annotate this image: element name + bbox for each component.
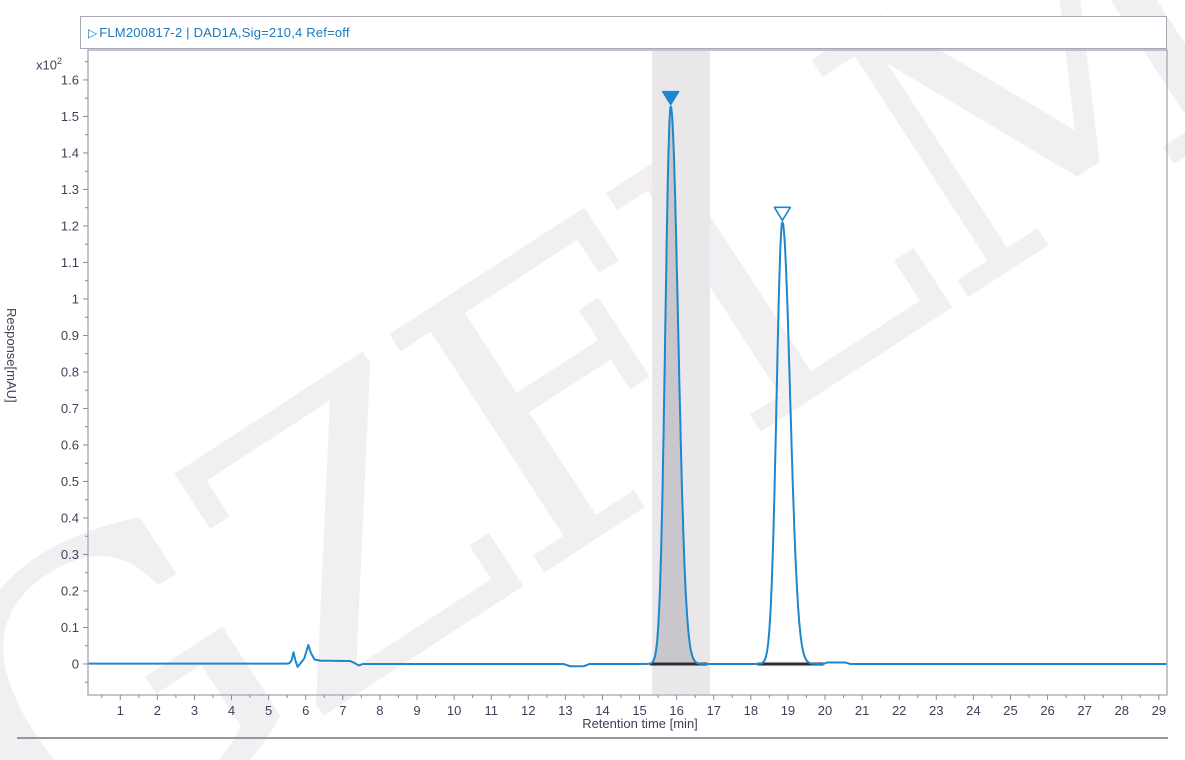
- x-tick-label: 29: [1152, 703, 1166, 718]
- x-tick-label: 24: [966, 703, 980, 718]
- signal-expand-icon[interactable]: ▷: [88, 25, 98, 40]
- y-tick-label: 0.1: [61, 620, 79, 635]
- x-tick-label: 7: [339, 703, 346, 718]
- x-tick-label: 26: [1040, 703, 1054, 718]
- x-tick-label: 16: [669, 703, 683, 718]
- x-tick-label: 28: [1115, 703, 1129, 718]
- x-tick-label: 19: [781, 703, 795, 718]
- x-tick-label: 23: [929, 703, 943, 718]
- y-tick-label: 0.9: [61, 328, 79, 343]
- y-tick-label: 0: [72, 656, 79, 671]
- y-tick-label: 1.3: [61, 182, 79, 197]
- signal-label: FLM200817-2 | DAD1A,Sig=210,4 Ref=off: [99, 25, 350, 40]
- y-tick-label: 0.6: [61, 437, 79, 452]
- pane-separator[interactable]: [17, 737, 1168, 739]
- y-axis-scale-label: x102: [36, 56, 62, 72]
- y-tick-label: 0.4: [61, 510, 79, 525]
- x-tick-label: 9: [413, 703, 420, 718]
- x-tick-label: 20: [818, 703, 832, 718]
- x-tick-label: 17: [707, 703, 721, 718]
- y-tick-label: 0.7: [61, 401, 79, 416]
- y-scale-exponent: 2: [56, 56, 62, 66]
- plot-border: [87, 49, 1168, 696]
- x-tick-label: 14: [595, 703, 609, 718]
- x-tick-label: 13: [558, 703, 572, 718]
- y-axis-title: Response[mAU]: [4, 308, 19, 403]
- x-tick-label: 18: [744, 703, 758, 718]
- x-tick-label: 11: [484, 703, 498, 718]
- x-tick-label: 12: [521, 703, 535, 718]
- x-tick-label: 4: [228, 703, 235, 718]
- x-tick-label: 5: [265, 703, 272, 718]
- y-tick-label: 0.5: [61, 474, 79, 489]
- y-tick-label: 1.2: [61, 218, 79, 233]
- x-tick-label: 22: [892, 703, 906, 718]
- peak-marker-filled-triangle[interactable]: [661, 90, 680, 106]
- x-tick-label: 6: [302, 703, 309, 718]
- y-tick-label: 0.8: [61, 364, 79, 379]
- y-tick-label: 1.4: [61, 145, 79, 160]
- x-axis-title: Retention time [min]: [582, 716, 698, 731]
- signal-header[interactable]: ▷ FLM200817-2 | DAD1A,Sig=210,4 Ref=off: [80, 16, 1167, 49]
- x-tick-label: 25: [1003, 703, 1017, 718]
- y-tick-label: 1: [72, 291, 79, 306]
- peak-marker-open-triangle[interactable]: [773, 206, 792, 222]
- x-tick-label: 15: [632, 703, 646, 718]
- x-tick-label: 21: [855, 703, 869, 718]
- x-tick-label: 8: [376, 703, 383, 718]
- y-tick-label: 1.1: [61, 255, 79, 270]
- y-scale-prefix: x10: [36, 57, 57, 73]
- x-tick-label: 10: [447, 703, 461, 718]
- x-tick-label: 27: [1077, 703, 1091, 718]
- y-tick-label: 0.3: [61, 547, 79, 562]
- trace-line: [87, 105, 1168, 668]
- y-tick-label: 1.6: [61, 72, 79, 87]
- x-tick-label: 3: [191, 703, 198, 718]
- x-tick-label: 2: [154, 703, 161, 718]
- x-tick-label: 1: [117, 703, 124, 718]
- y-tick-label: 0.2: [61, 583, 79, 598]
- y-tick-label: 1.5: [61, 109, 79, 124]
